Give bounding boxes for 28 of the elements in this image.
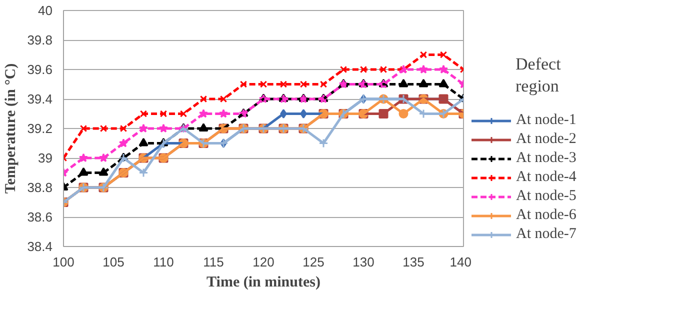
legend-label: At node-1: [516, 112, 576, 129]
x-tick-label: 115: [203, 254, 224, 270]
y-tick-label: 40: [38, 3, 53, 18]
x-tick-label: 110: [153, 254, 174, 270]
x-tick-label: 140: [450, 254, 472, 270]
x-tick-label: 105: [102, 254, 124, 270]
y-tick-label: 38.8: [27, 180, 53, 195]
legend-label: At node-7: [516, 226, 576, 243]
x-tick-label: 120: [252, 254, 274, 270]
legend-label: At node-6: [516, 207, 576, 224]
legend-label: At node-3: [516, 150, 576, 167]
x-tick-label: 130: [352, 254, 374, 270]
x-axis-title: Time (in minutes): [206, 274, 320, 290]
x-tick-label: 125: [302, 254, 324, 270]
legend-label: At node-5: [516, 188, 576, 205]
x-tick-label: 100: [52, 254, 74, 270]
y-tick-label: 38.4: [27, 239, 53, 254]
y-tick-label: 39.4: [27, 92, 53, 106]
y-tick-label: 39.8: [27, 32, 53, 48]
y-axis-title: Temperature (in °C): [3, 63, 20, 194]
y-tick-label: 39.6: [27, 62, 53, 77]
y-tick-label: 38.6: [27, 210, 53, 224]
legend-label: At node-2: [516, 131, 576, 148]
text: Defect region: [516, 54, 562, 96]
x-tick-label: 135: [402, 254, 424, 270]
y-tick-label: 39: [38, 150, 53, 166]
y-tick-label: 39.2: [27, 121, 53, 136]
legend-label: At node-4: [516, 169, 576, 186]
